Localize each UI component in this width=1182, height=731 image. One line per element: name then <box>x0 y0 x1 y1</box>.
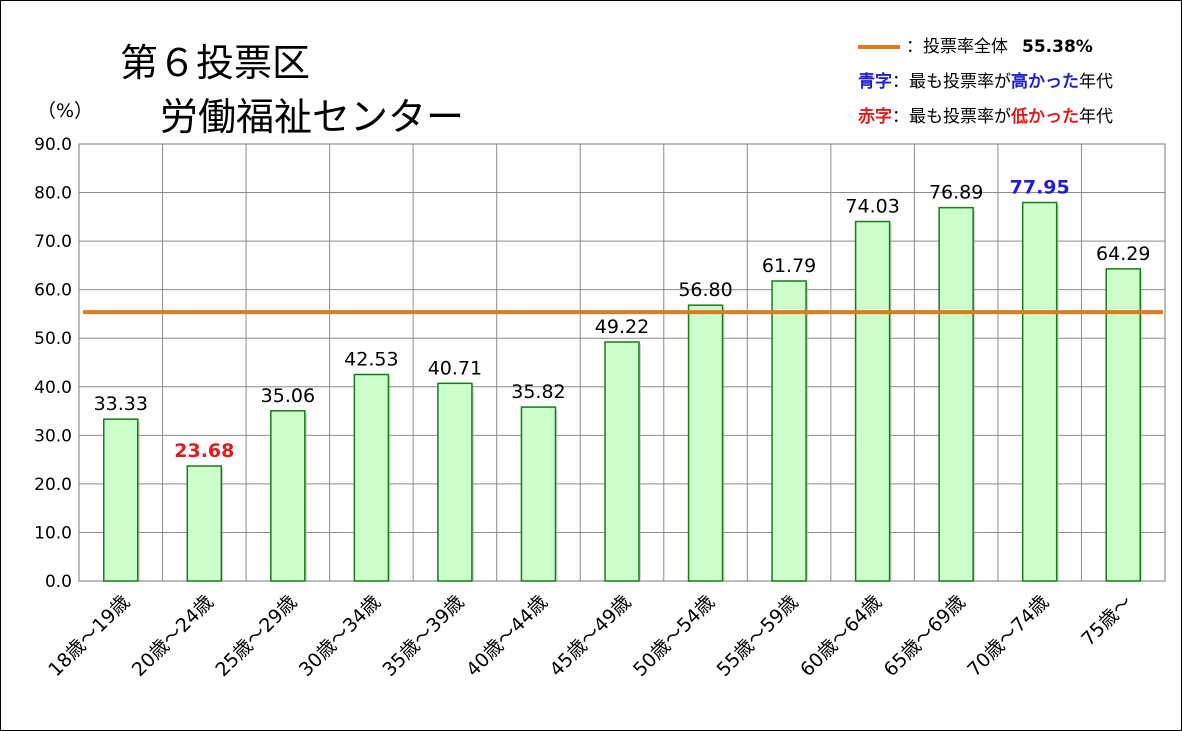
legend-line-swatch <box>858 45 900 49</box>
bar <box>687 304 724 582</box>
data-label: 61.79 <box>762 255 816 277</box>
y-tick-label: 40.0 <box>34 378 72 398</box>
bar <box>1021 201 1058 582</box>
legend-high-text-c: 年代 <box>1079 72 1113 92</box>
legend-low-text-b: 低かった <box>1011 107 1079 127</box>
bar <box>186 465 223 582</box>
data-label: 49.22 <box>595 316 649 338</box>
legend-low-prefix: 赤字 <box>858 107 892 127</box>
data-label: 33.33 <box>94 393 148 415</box>
x-tick-label: 40歳～44歳 <box>462 591 552 681</box>
legend-high: 青字：最も投票率が高かった年代 <box>858 69 1113 104</box>
y-axis-unit: （%） <box>37 100 94 122</box>
bar <box>854 220 891 582</box>
y-tick-label: 30.0 <box>34 426 72 446</box>
legend: ：投票率全体 55.38% 青字：最も投票率が高かった年代 赤字：最も投票率が低か… <box>858 34 1113 139</box>
bar <box>270 410 306 582</box>
bar <box>771 280 807 582</box>
x-tick-label: 55歳～59歳 <box>713 591 803 681</box>
y-tick-label: 80.0 <box>34 184 72 204</box>
x-tick-label: 50歳～54歳 <box>629 591 719 681</box>
chart-title-line1: 第６投票区 <box>120 41 311 85</box>
x-tick-label: 70歳～74歳 <box>963 591 1053 681</box>
x-tick-label: 20歳～24歳 <box>128 591 218 681</box>
data-label: 40.71 <box>428 357 482 379</box>
y-tick-label: 0.0 <box>45 572 72 592</box>
x-tick-label: 18歳～19歳 <box>44 591 134 681</box>
legend-overall: ：投票率全体 55.38% <box>858 34 1113 69</box>
legend-high-prefix: 青字 <box>858 72 892 92</box>
y-tick-label: 90.0 <box>34 135 72 155</box>
y-tick-label: 20.0 <box>34 475 72 495</box>
x-tick-label: 25歳～29歳 <box>211 591 301 681</box>
x-tick-label: 65歳～69歳 <box>880 591 970 681</box>
legend-high-text-a: ：最も投票率が <box>892 72 1011 92</box>
data-label: 74.03 <box>845 196 899 218</box>
legend-low: 赤字：最も投票率が低かった年代 <box>858 104 1113 139</box>
data-label: 64.29 <box>1096 243 1150 265</box>
data-label: 35.82 <box>511 381 565 403</box>
bar <box>437 382 473 582</box>
x-tick-label: 35歳～39歳 <box>378 591 468 681</box>
legend-low-text-a: ：最も投票率が <box>892 107 1011 127</box>
chart-title-line2: 労働福祉センター <box>160 95 465 139</box>
legend-high-text-b: 高かった <box>1011 72 1079 92</box>
legend-overall-value: 55.38% <box>1022 37 1093 57</box>
y-tick-label: 60.0 <box>34 281 72 301</box>
x-tick-label: 60歳～64歳 <box>796 591 886 681</box>
bar <box>1105 268 1141 582</box>
y-tick-label: 10.0 <box>34 523 72 543</box>
legend-low-text-c: 年代 <box>1079 107 1113 127</box>
bar <box>938 206 974 582</box>
data-label: 35.06 <box>261 385 315 407</box>
bar <box>604 341 640 582</box>
x-tick-label: 75歳～ <box>1077 591 1137 651</box>
bar <box>520 406 557 582</box>
data-label: 23.68 <box>174 440 234 462</box>
data-label: 42.53 <box>344 348 398 370</box>
data-label: 77.95 <box>1010 177 1070 199</box>
legend-overall-label: ：投票率全体 <box>906 37 1008 57</box>
x-tick-label: 45歳～49歳 <box>545 591 635 681</box>
data-label: 76.89 <box>929 182 983 204</box>
y-tick-label: 70.0 <box>34 232 72 252</box>
bar <box>353 373 390 582</box>
y-tick-label: 50.0 <box>34 329 72 349</box>
data-label: 56.80 <box>678 279 732 301</box>
bar <box>103 418 139 582</box>
x-tick-label: 30歳～34歳 <box>295 591 385 681</box>
